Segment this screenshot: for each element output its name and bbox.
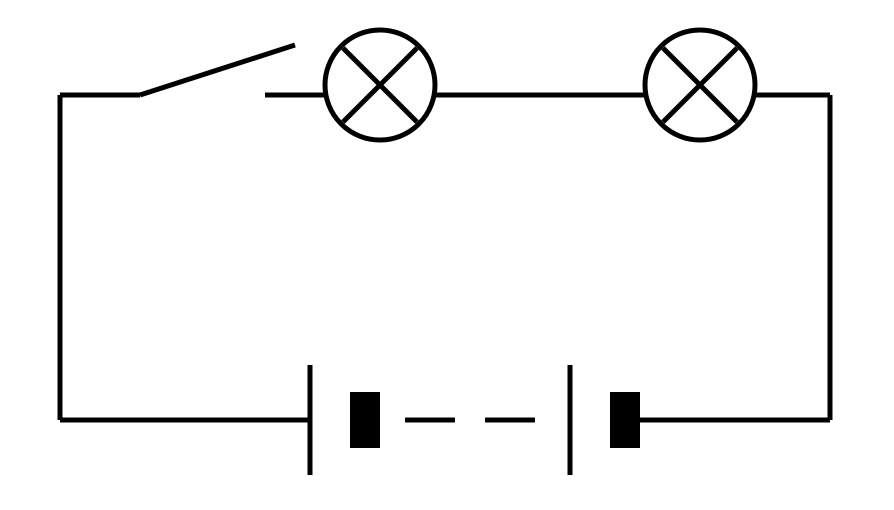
switch-arm [140, 45, 295, 95]
circuit-diagram [0, 0, 894, 510]
cell-1-short-plate [350, 392, 380, 448]
cell-2-short-plate [610, 392, 640, 448]
